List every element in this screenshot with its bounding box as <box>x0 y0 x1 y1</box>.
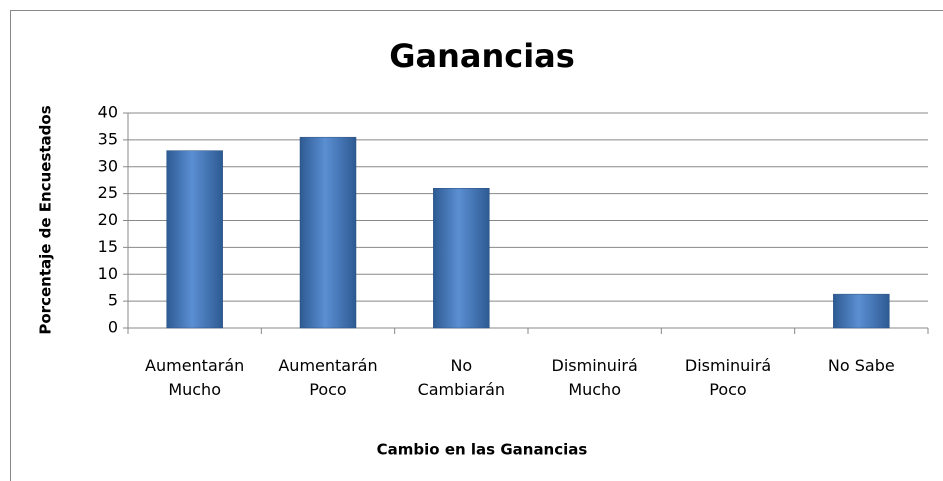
x-tick-label: Aumentarán Poco <box>278 356 378 399</box>
bar <box>166 150 223 329</box>
y-tick-label: 35 <box>98 129 118 148</box>
y-tick-label: 20 <box>98 210 118 229</box>
y-tick-label: 30 <box>98 156 118 175</box>
y-tick-label: 5 <box>108 291 118 310</box>
y-tick-label: 0 <box>108 318 118 337</box>
chart-frame <box>10 10 943 481</box>
x-tick-label: Disminuirá Poco <box>684 356 772 399</box>
x-tick-label: No Sabe <box>827 356 895 375</box>
y-tick-label: 40 <box>98 103 118 122</box>
y-tick-label: 15 <box>98 237 118 256</box>
y-tick-label: 10 <box>98 264 118 283</box>
x-tick-label: Aumentarán Mucho <box>145 356 245 399</box>
chart-title: Ganancias <box>389 37 575 75</box>
x-axis-title: Cambio en las Ganancias <box>377 441 588 459</box>
y-axis-title: Porcentaje de Encuestados <box>37 105 55 334</box>
bar <box>299 136 357 329</box>
y-tick-label: 25 <box>98 183 118 202</box>
x-tick-label: No Cambiarán <box>417 356 506 399</box>
x-tick-label: Disminuirá Mucho <box>551 356 638 399</box>
bar <box>433 188 490 329</box>
bar <box>833 293 890 329</box>
